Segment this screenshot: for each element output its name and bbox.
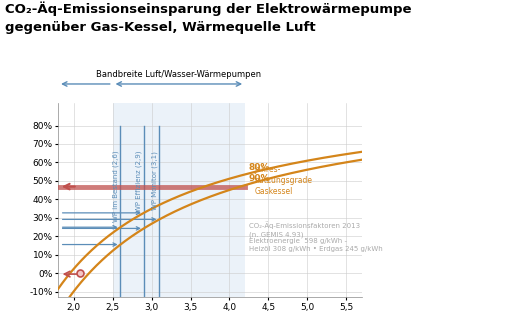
Text: 80%: 80%	[248, 163, 270, 172]
Text: Bandbreite Luft/Wasser-Wärmepumpen: Bandbreite Luft/Wasser-Wärmepumpen	[96, 70, 261, 79]
Text: Jahres-
nutzungsgrade
Gaskessel: Jahres- nutzungsgrade Gaskessel	[254, 165, 312, 196]
Text: WP Effizienz (2,9): WP Effizienz (2,9)	[135, 151, 142, 212]
Text: WP im Bestand (2,6): WP im Bestand (2,6)	[112, 151, 119, 223]
Text: CO₂-Äq-Emissionsfaktoren 2013
(n. GEMIS 4.93): CO₂-Äq-Emissionsfaktoren 2013 (n. GEMIS …	[248, 222, 360, 238]
Text: 10: 10	[6, 303, 23, 316]
Text: CO₂-Äq-Emissionseinsparung der Elektrowärmepumpe: CO₂-Äq-Emissionseinsparung der Elektrowä…	[5, 2, 411, 16]
Text: gegenüber Gas-Kessel, Wärmequelle Luft: gegenüber Gas-Kessel, Wärmequelle Luft	[5, 21, 315, 34]
Text: 90%: 90%	[248, 173, 270, 182]
Bar	[113, 103, 244, 297]
Text: Elektroenergie  598 g/kWh -
Heizöl 308 g/kWh • Erdgas 245 g/kWh: Elektroenergie 598 g/kWh - Heizöl 308 g/…	[248, 238, 382, 252]
Text: WP Monitor (3,1): WP Monitor (3,1)	[151, 151, 158, 210]
